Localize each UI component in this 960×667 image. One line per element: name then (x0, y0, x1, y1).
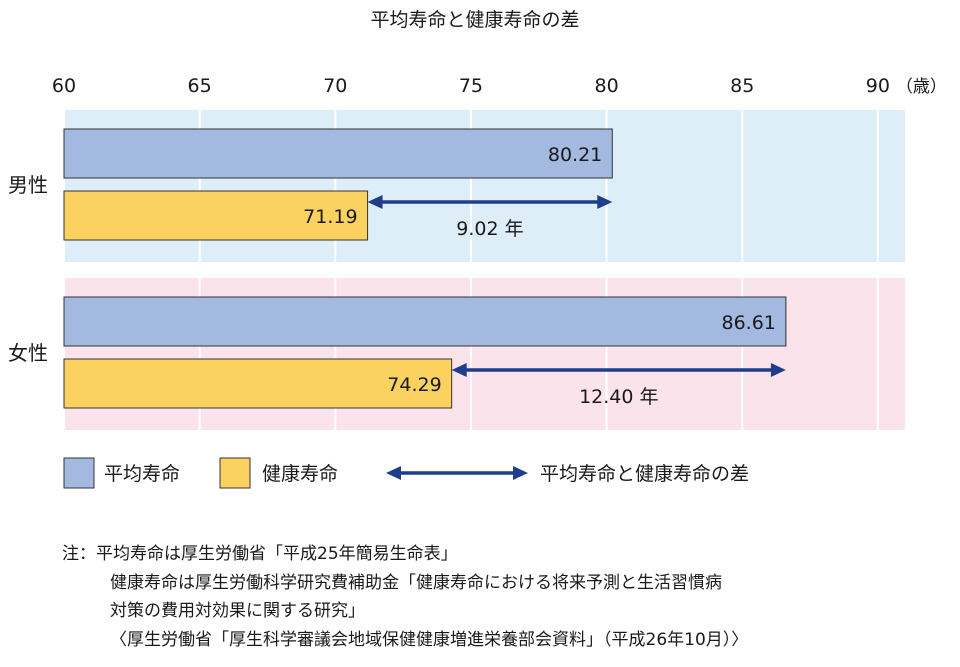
gap-arrowhead-left-1 (451, 363, 467, 377)
legend-swatch-average (63, 457, 95, 489)
gap-arrowhead-right-0 (597, 195, 613, 209)
category-label: 女性 (8, 341, 48, 365)
life-expectancy-chart: 平均寿命と健康寿命の差 60 65 70 75 80 85 90 （歳） 80.21 71.19… (8, 9, 947, 489)
legend-arrowhead-left (386, 466, 401, 480)
note-line-2: 健康寿命は厚生労働科学研究費補助金「健康寿命における将来予測と生活習慣病 (110, 572, 722, 593)
legend-arrowhead-right (513, 466, 528, 480)
gap-label: 12.40 年 (579, 386, 658, 408)
bar-average-0 (63, 128, 613, 179)
bar-value-label: 71.19 (303, 206, 357, 228)
legend-swatch-healthy (219, 457, 251, 489)
x-tick-label: 60 (52, 75, 76, 97)
gap-arrowhead-right-1 (770, 363, 786, 377)
x-unit-label: （歳） (896, 77, 947, 97)
x-tick-label: 80 (594, 75, 618, 97)
chart-title: 平均寿命と健康寿命の差 (370, 9, 579, 31)
gap-arrowhead-left-0 (367, 195, 383, 209)
category-label: 男性 (8, 173, 48, 197)
note-line-3: 対策の費用対効果に関する研究」 (110, 601, 365, 621)
note-line-4: 〈厚生労働省「厚生科学審議会地域保健健康増進栄養部会資料」（平成26年10月）〉 (110, 629, 749, 650)
x-tick-label: 75 (459, 75, 483, 97)
legend-label-healthy: 健康寿命 (262, 463, 338, 485)
bar-value-label: 80.21 (548, 144, 602, 166)
bar-healthy-1 (63, 358, 453, 409)
notes: 注：平均寿命は厚生労働省「平成25年簡易生命表」 健康寿命は厚生労働科学研究費補… (62, 540, 748, 654)
gap-label: 9.02 年 (456, 218, 523, 240)
bar-average-1 (63, 296, 787, 347)
x-tick-label: 85 (730, 75, 754, 97)
bar-value-label: 74.29 (387, 374, 441, 396)
x-tick-label: 65 (188, 75, 212, 97)
legend-label-gap: 平均寿命と健康寿命の差 (540, 463, 749, 485)
legend-label-average: 平均寿命 (104, 463, 180, 485)
bar-value-label: 86.61 (721, 312, 775, 334)
note-line-1: 注：平均寿命は厚生労働省「平成25年簡易生命表」 (62, 544, 458, 564)
bar-healthy-0 (63, 190, 369, 241)
x-tick-label: 90 (866, 75, 890, 97)
x-tick-label: 70 (323, 75, 347, 97)
